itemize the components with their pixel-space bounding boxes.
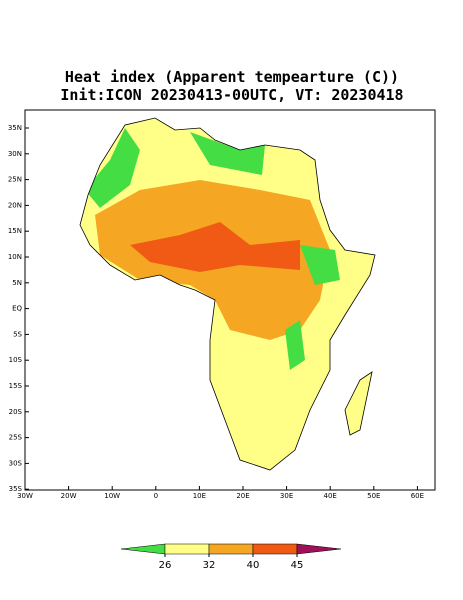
field-green xyxy=(300,245,340,285)
y-tick-label: 5S xyxy=(13,330,22,338)
x-tick-label: 10W xyxy=(104,492,120,500)
x-tick-label: 30W xyxy=(17,492,33,500)
y-tick-label: 15S xyxy=(9,382,23,390)
y-tick-label: 20S xyxy=(9,408,23,416)
title: Heat index (Apparent tempearture (C)) xyxy=(65,68,399,86)
field-green xyxy=(85,128,140,208)
y-tick-label: 5N xyxy=(12,279,22,287)
colorbar-bin xyxy=(164,543,210,555)
x-tick-label: 50E xyxy=(367,492,380,500)
y-tick-label: 35S xyxy=(9,485,23,493)
y-tick-label: 30N xyxy=(8,150,22,158)
y-tick-label: 15N xyxy=(8,227,22,235)
colorbar-high xyxy=(296,543,342,555)
y-tick-label: EQ xyxy=(12,305,22,313)
y-tick-label: 30S xyxy=(9,459,23,467)
field-green xyxy=(285,320,305,370)
field-green xyxy=(190,132,265,175)
subtitle: Init:ICON 20230413-00UTC, VT: 20230418 xyxy=(60,86,403,104)
coastline xyxy=(79,117,376,471)
colorbar-label: 45 xyxy=(291,560,304,571)
x-tick-label: 30E xyxy=(280,492,293,500)
colorbar-label: 32 xyxy=(203,560,216,571)
colorbar-bin xyxy=(252,543,298,555)
x-tick-label: 10E xyxy=(193,492,206,500)
x-tick-label: 0 xyxy=(154,492,158,500)
y-tick-label: 25N xyxy=(8,176,22,184)
x-tick-label: 20E xyxy=(236,492,249,500)
colorbar-label: 26 xyxy=(159,560,172,571)
colorbar-low xyxy=(120,543,166,555)
field-red xyxy=(130,222,300,272)
x-tick-label: 60E xyxy=(411,492,424,500)
madagascar xyxy=(344,371,373,436)
y-tick-label: 35N xyxy=(8,124,22,132)
y-tick-label: 20N xyxy=(8,201,22,209)
colorbar-bin xyxy=(208,543,254,555)
y-tick-label: 25S xyxy=(9,434,23,442)
x-tick-label: 20W xyxy=(61,492,77,500)
colorbar: 26 32 40 45 xyxy=(120,543,342,571)
x-tick-label: 40E xyxy=(324,492,337,500)
y-tick-label: 10S xyxy=(9,356,23,364)
colorbar-label: 40 xyxy=(247,560,260,571)
y-tick-label: 10N xyxy=(8,253,22,261)
